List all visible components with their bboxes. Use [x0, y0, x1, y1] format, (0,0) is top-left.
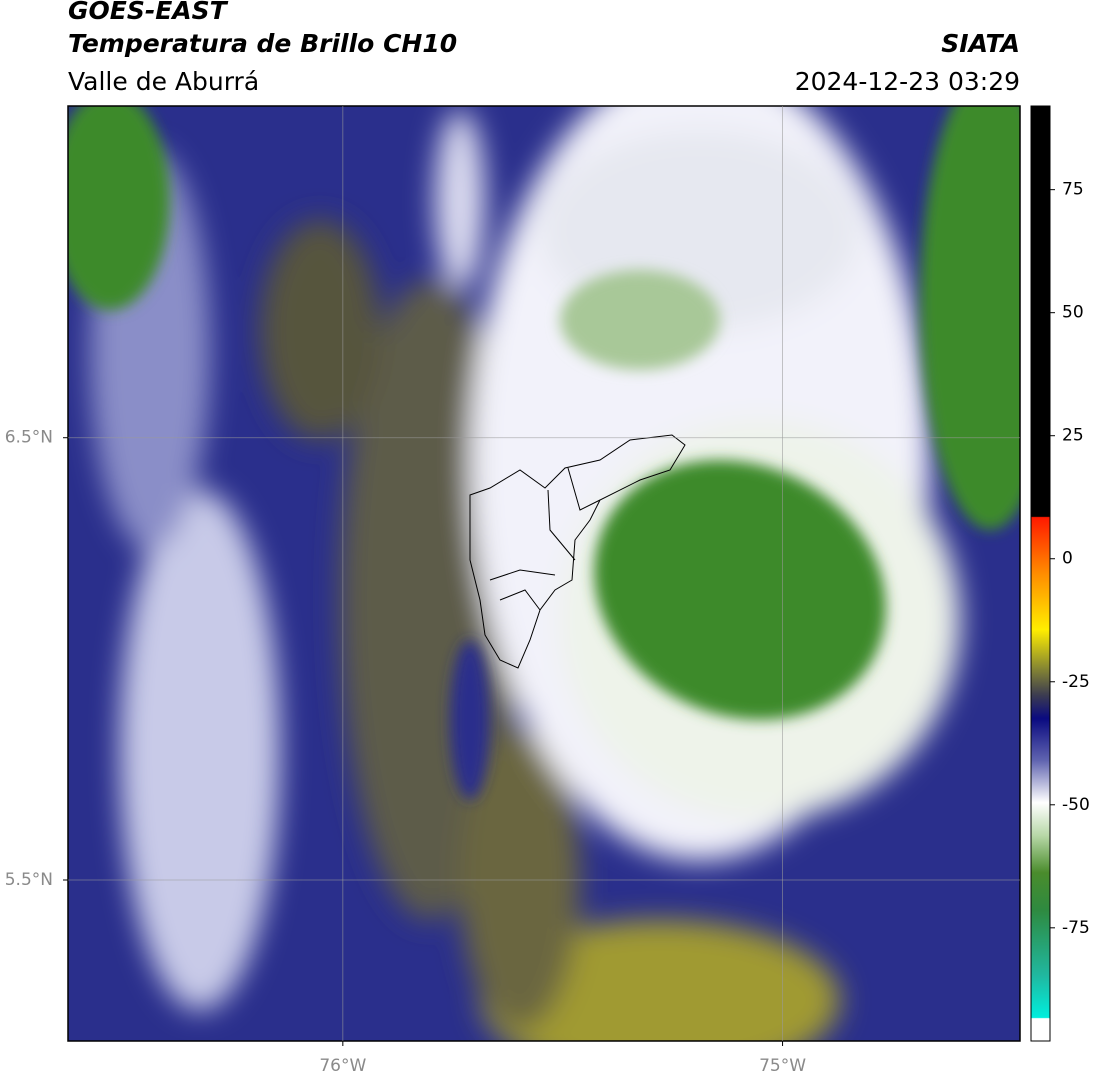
- colorbar-tick-label: 50: [1062, 303, 1084, 323]
- colorbar-tick-label: 25: [1062, 426, 1084, 446]
- cloud: [120, 490, 280, 1010]
- municipal-boundaries: [469, 434, 686, 669]
- y-tick-label: 5.5°N: [5, 870, 53, 890]
- source: SIATA: [941, 29, 1020, 58]
- region: Valle de Aburrá: [68, 67, 259, 96]
- colorbar-tick-label: -50: [1062, 795, 1090, 815]
- x-tick-label: 75°W: [759, 1056, 806, 1076]
- colorbar-tick-label: -25: [1062, 672, 1090, 692]
- colorbar-tick-label: 75: [1062, 180, 1084, 200]
- cloud: [450, 640, 490, 800]
- satellite-image: [68, 106, 1020, 1041]
- cloud: [920, 106, 1020, 530]
- cloud: [260, 220, 380, 440]
- colorbar-tick-label: 0: [1062, 549, 1073, 569]
- colorbar-tick-label: -75: [1062, 918, 1090, 938]
- datetime: 2024-12-23 03:29: [795, 67, 1020, 96]
- subtitle: Temperatura de Brillo CH10: [68, 29, 457, 58]
- cloud: [68, 106, 170, 310]
- title: GOES-EAST: [68, 0, 229, 25]
- cloud: [435, 110, 485, 290]
- colorbar: [1030, 105, 1051, 1042]
- y-tick-label: 6.5°N: [5, 428, 53, 448]
- cloud: [560, 270, 720, 370]
- image-detail: [68, 106, 1020, 800]
- map-frame: [67, 105, 1021, 1042]
- cloud: [594, 460, 886, 720]
- x-tick-label: 76°W: [319, 1056, 366, 1076]
